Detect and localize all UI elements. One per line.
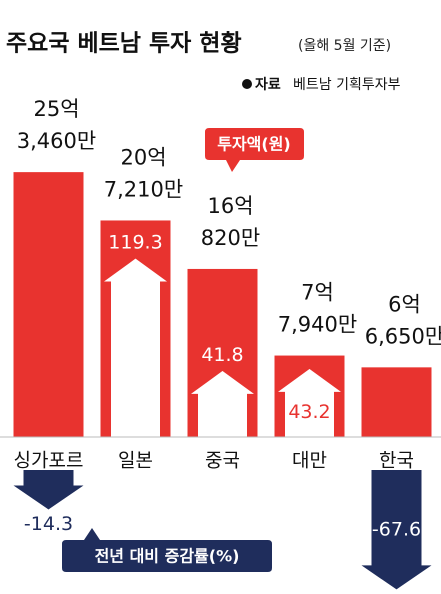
legend-label: 투자액(원) (217, 135, 291, 154)
growth-arrow (100, 257, 171, 438)
value-label: 16억 (207, 194, 253, 218)
value-label: 25억 (33, 97, 79, 121)
x-tick-label: 일본 (118, 450, 153, 472)
x-tick-label: 대만 (292, 450, 327, 472)
value-label: 20억 (120, 145, 166, 169)
source-label: 자료 (255, 77, 281, 93)
growth-label: 43.2 (288, 401, 330, 423)
growth-arrow (361, 470, 432, 590)
value-label: 6,650만 (365, 324, 441, 348)
value-label: 7,940만 (278, 313, 357, 337)
value-label: 6억 (388, 292, 421, 316)
source-bullet (242, 79, 252, 89)
legend-box (62, 528, 272, 572)
x-tick-label: 중국 (205, 450, 240, 472)
growth-label: -67.6 (372, 519, 421, 541)
value-label: 7억 (301, 281, 334, 305)
x-tick-label: 싱가포르 (14, 450, 84, 472)
legend-label: 전년 대비 증감률(%) (95, 547, 240, 566)
growth-label: 41.8 (201, 344, 243, 366)
value-label: 7,210만 (104, 177, 183, 201)
growth-arrow (13, 470, 84, 510)
growth-label: 119.3 (108, 232, 162, 254)
bar (13, 172, 84, 438)
chart-title: 주요국 베트남 투자 현황 (6, 31, 242, 57)
value-label: 3,460만 (17, 129, 96, 153)
x-tick-label: 한국 (379, 450, 414, 472)
growth-label: -14.3 (24, 513, 73, 535)
bar (361, 367, 432, 437)
legend-box (205, 128, 304, 172)
growth-arrow (274, 367, 345, 438)
growth-arrow (187, 369, 258, 438)
chart-subtitle: (올해 5월 기준) (298, 38, 391, 54)
value-label: 820만 (201, 226, 260, 250)
source: 베트남 기획투자부 (293, 77, 401, 93)
